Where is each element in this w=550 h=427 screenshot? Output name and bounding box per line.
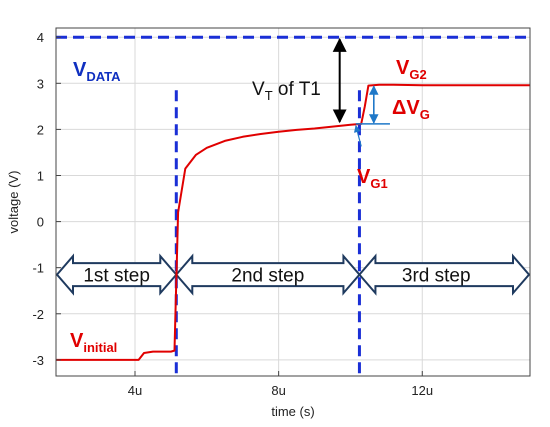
vinitial-label: Vinitial — [70, 330, 117, 355]
axis-ticks: -3 -2 -1 0 1 2 3 4 4u 8u 12u — [32, 30, 433, 398]
vt-of-t1-label: VT of T1 — [252, 79, 321, 103]
step-label-1: 1st step — [83, 266, 150, 287]
y-tick-label: 0 — [37, 215, 44, 230]
y-tick-label: 1 — [37, 168, 44, 183]
y-tick-label: 3 — [37, 76, 44, 91]
y-tick-label: -2 — [32, 307, 44, 322]
x-tick-label: 8u — [271, 383, 285, 398]
dashed-reference-lines — [56, 35, 530, 376]
vdata-label: VDATA — [73, 59, 121, 84]
plot-frame — [55, 27, 531, 377]
y-tick-label: -3 — [32, 353, 44, 368]
step-label-3: 3rd step — [402, 266, 471, 287]
step-label-2: 2nd step — [231, 266, 304, 287]
y-tick-label: 4 — [37, 30, 44, 45]
y-tick-label: -1 — [32, 261, 44, 276]
x-axis-label: time (s) — [271, 404, 314, 419]
y-axis-label: voltage (V) — [6, 171, 21, 234]
y-tick-label: 2 — [37, 122, 44, 137]
vg1-pointer-arrow — [353, 125, 362, 147]
step-region-arrows — [55, 253, 531, 296]
vg2-label: VG2 — [396, 57, 427, 82]
annotation-marks — [332, 37, 390, 147]
vg1-label: VG1 — [357, 166, 388, 191]
step-arrow-3 — [358, 253, 531, 296]
voltage-trace — [56, 83, 530, 361]
x-tick-label: 4u — [128, 383, 142, 398]
x-tick-label: 12u — [411, 383, 433, 398]
voltage-trace-line — [56, 83, 530, 361]
delta-vg-label: ΔVG — [392, 97, 430, 122]
